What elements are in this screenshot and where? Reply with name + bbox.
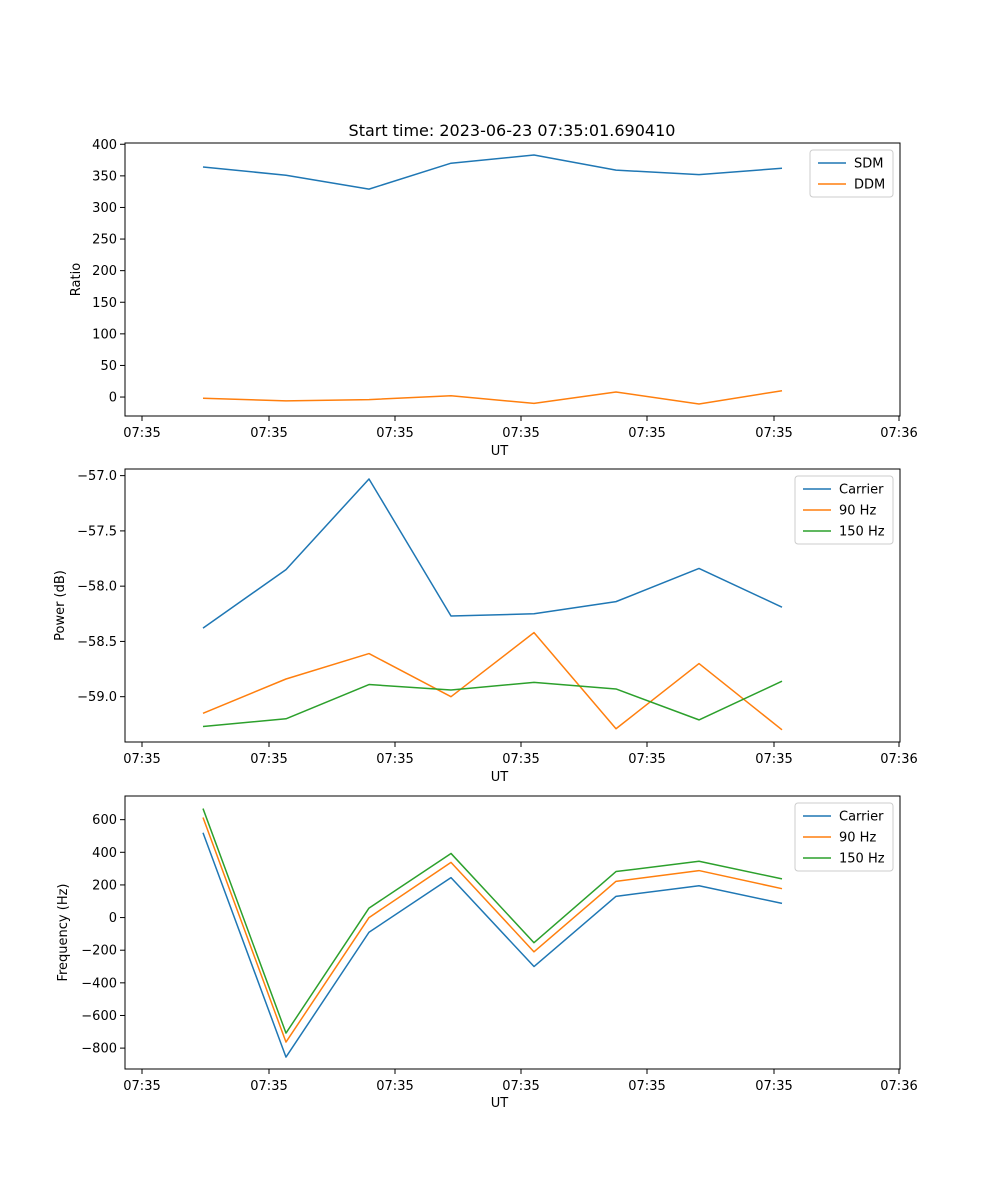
series-line-90-hz (202, 631, 783, 731)
legend-label: 90 Hz (839, 831, 876, 846)
legend-label: SDM (854, 157, 883, 172)
x-tick-label: 07:35 (250, 752, 287, 767)
x-tick-label: 07:36 (880, 426, 917, 441)
legend-label: DDM (854, 178, 885, 193)
y-tick-label: 350 (92, 169, 117, 184)
legend-box (794, 475, 894, 545)
series-line-carrier (202, 478, 783, 629)
x-tick-label: 07:35 (376, 752, 413, 767)
series-line-sdm (202, 154, 783, 190)
x-axis-label: UT (491, 444, 509, 459)
series-line-150-hz (202, 808, 783, 1034)
x-tick-label: 07:35 (628, 426, 665, 441)
y-tick-label: −58.5 (77, 635, 117, 650)
x-tick-label: 07:35 (376, 1079, 413, 1094)
y-axis-label: Power (dB) (53, 570, 68, 641)
y-axis-label: Frequency (Hz) (56, 883, 71, 981)
x-tick-label: 07:35 (376, 426, 413, 441)
legend-label: 150 Hz (839, 525, 885, 540)
x-tick-label: 07:35 (502, 752, 539, 767)
legend: SDM DDM (809, 149, 894, 198)
legend: Carrier 90 Hz 150 Hz (794, 475, 894, 545)
x-tick-label: 07:35 (755, 426, 792, 441)
panel-3: 07:35 07:35 07:35 07:35 07:35 07:35 07:36 600 40… (56, 795, 918, 1111)
y-tick-label: 150 (92, 296, 117, 311)
y-tick-label: −400 (81, 976, 117, 991)
x-tick-label: 07:35 (502, 426, 539, 441)
legend: Carrier 90 Hz 150 Hz (794, 802, 894, 872)
x-tick-label: 07:35 (502, 1079, 539, 1094)
x-tick-label: 07:35 (755, 752, 792, 767)
x-tick-label: 07:36 (880, 1079, 917, 1094)
y-tick-label: 600 (92, 813, 117, 828)
plot-panels: 07:35 07:35 07:35 07:35 07:35 07:35 07:36 0 50 10… (53, 138, 918, 1111)
x-tick-label: 07:35 (123, 1079, 160, 1094)
legend-label: 150 Hz (839, 852, 885, 867)
series-line-carrier (202, 832, 783, 1058)
legend-box (794, 802, 894, 872)
axes-frame (124, 142, 901, 417)
legend-label: Carrier (839, 810, 884, 825)
axes-frame (124, 795, 901, 1070)
y-tick-label: 300 (92, 201, 117, 216)
x-tick-label: 07:35 (250, 426, 287, 441)
series-line-ddm (202, 389, 783, 405)
panel-1: 07:35 07:35 07:35 07:35 07:35 07:35 07:36 0 50 10… (69, 138, 918, 459)
y-tick-label: 100 (92, 327, 117, 342)
y-tick-label: 250 (92, 233, 117, 248)
y-tick-label: −600 (81, 1009, 117, 1024)
y-axis-label: Ratio (69, 263, 84, 296)
x-axis-label: UT (491, 770, 509, 785)
y-tick-label: 400 (92, 138, 117, 153)
y-tick-label: −57.5 (77, 524, 117, 539)
y-tick-label: −59.0 (77, 690, 117, 705)
y-tick-label: 200 (92, 264, 117, 279)
y-tick-label: −58.0 (77, 580, 117, 595)
y-tick-label: 50 (100, 359, 117, 374)
y-tick-label: 200 (92, 878, 117, 893)
x-tick-label: 07:35 (250, 1079, 287, 1094)
series-line-150-hz (202, 680, 783, 728)
x-tick-label: 07:35 (123, 426, 160, 441)
x-axis-label: UT (491, 1096, 509, 1111)
panel-2: 07:35 07:35 07:35 07:35 07:35 07:35 07:36 −57.0… (53, 468, 918, 785)
x-tick-label: 07:35 (628, 752, 665, 767)
y-tick-label: −200 (81, 944, 117, 959)
x-tick-label: 07:35 (123, 752, 160, 767)
legend-label: 90 Hz (839, 504, 876, 519)
legend-label: Carrier (839, 483, 884, 498)
axes-frame (124, 468, 901, 743)
y-tick-label: −57.0 (77, 469, 117, 484)
y-tick-label: 400 (92, 846, 117, 861)
x-tick-label: 07:36 (880, 752, 917, 767)
x-tick-label: 07:35 (628, 1079, 665, 1094)
y-tick-label: −800 (81, 1042, 117, 1057)
y-tick-label: 0 (109, 911, 117, 926)
legend-box (809, 149, 894, 198)
series-line-90-hz (202, 817, 783, 1043)
x-tick-label: 07:35 (755, 1079, 792, 1094)
chart-title: Start time: 2023-06-23 07:35:01.690410 (349, 121, 676, 140)
y-tick-label: 0 (109, 391, 117, 406)
